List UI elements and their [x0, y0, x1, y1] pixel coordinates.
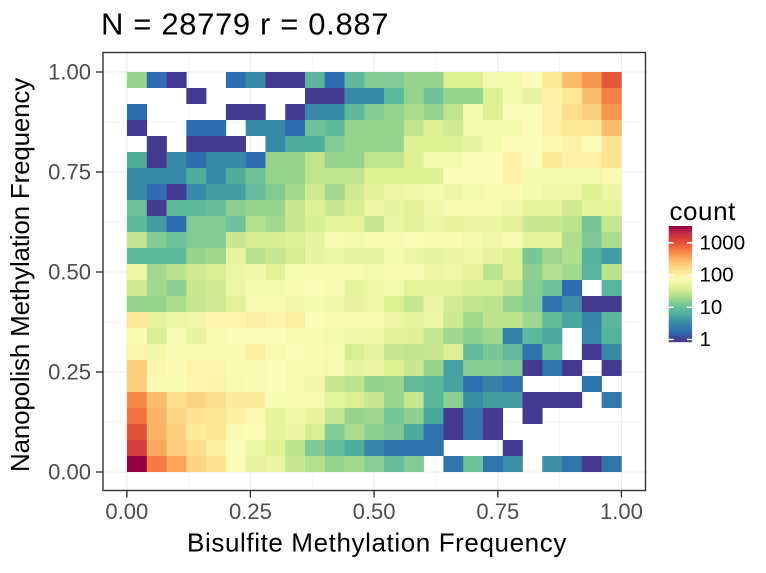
svg-text:0.25: 0.25	[48, 360, 91, 385]
svg-text:0.00: 0.00	[105, 499, 148, 524]
svg-text:1000: 1000	[700, 231, 746, 254]
svg-text:10: 10	[700, 296, 723, 319]
svg-text:0.75: 0.75	[476, 499, 519, 524]
svg-text:0.50: 0.50	[353, 499, 396, 524]
svg-text:N = 28779 r = 0.887: N = 28779 r = 0.887	[101, 7, 389, 42]
svg-text:0.75: 0.75	[48, 160, 91, 185]
svg-text:0.00: 0.00	[48, 460, 91, 485]
svg-text:1.00: 1.00	[600, 499, 643, 524]
svg-text:1.00: 1.00	[48, 60, 91, 85]
svg-text:100: 100	[700, 264, 734, 287]
svg-text:count: count	[670, 196, 737, 226]
svg-text:0.50: 0.50	[48, 260, 91, 285]
svg-text:Nanopolish Methylation Frequen: Nanopolish Methylation Frequency	[5, 78, 35, 472]
svg-text:Bisulfite Methylation Frequenc: Bisulfite Methylation Frequency	[187, 528, 567, 558]
svg-text:1: 1	[700, 328, 711, 351]
svg-text:0.25: 0.25	[229, 499, 272, 524]
